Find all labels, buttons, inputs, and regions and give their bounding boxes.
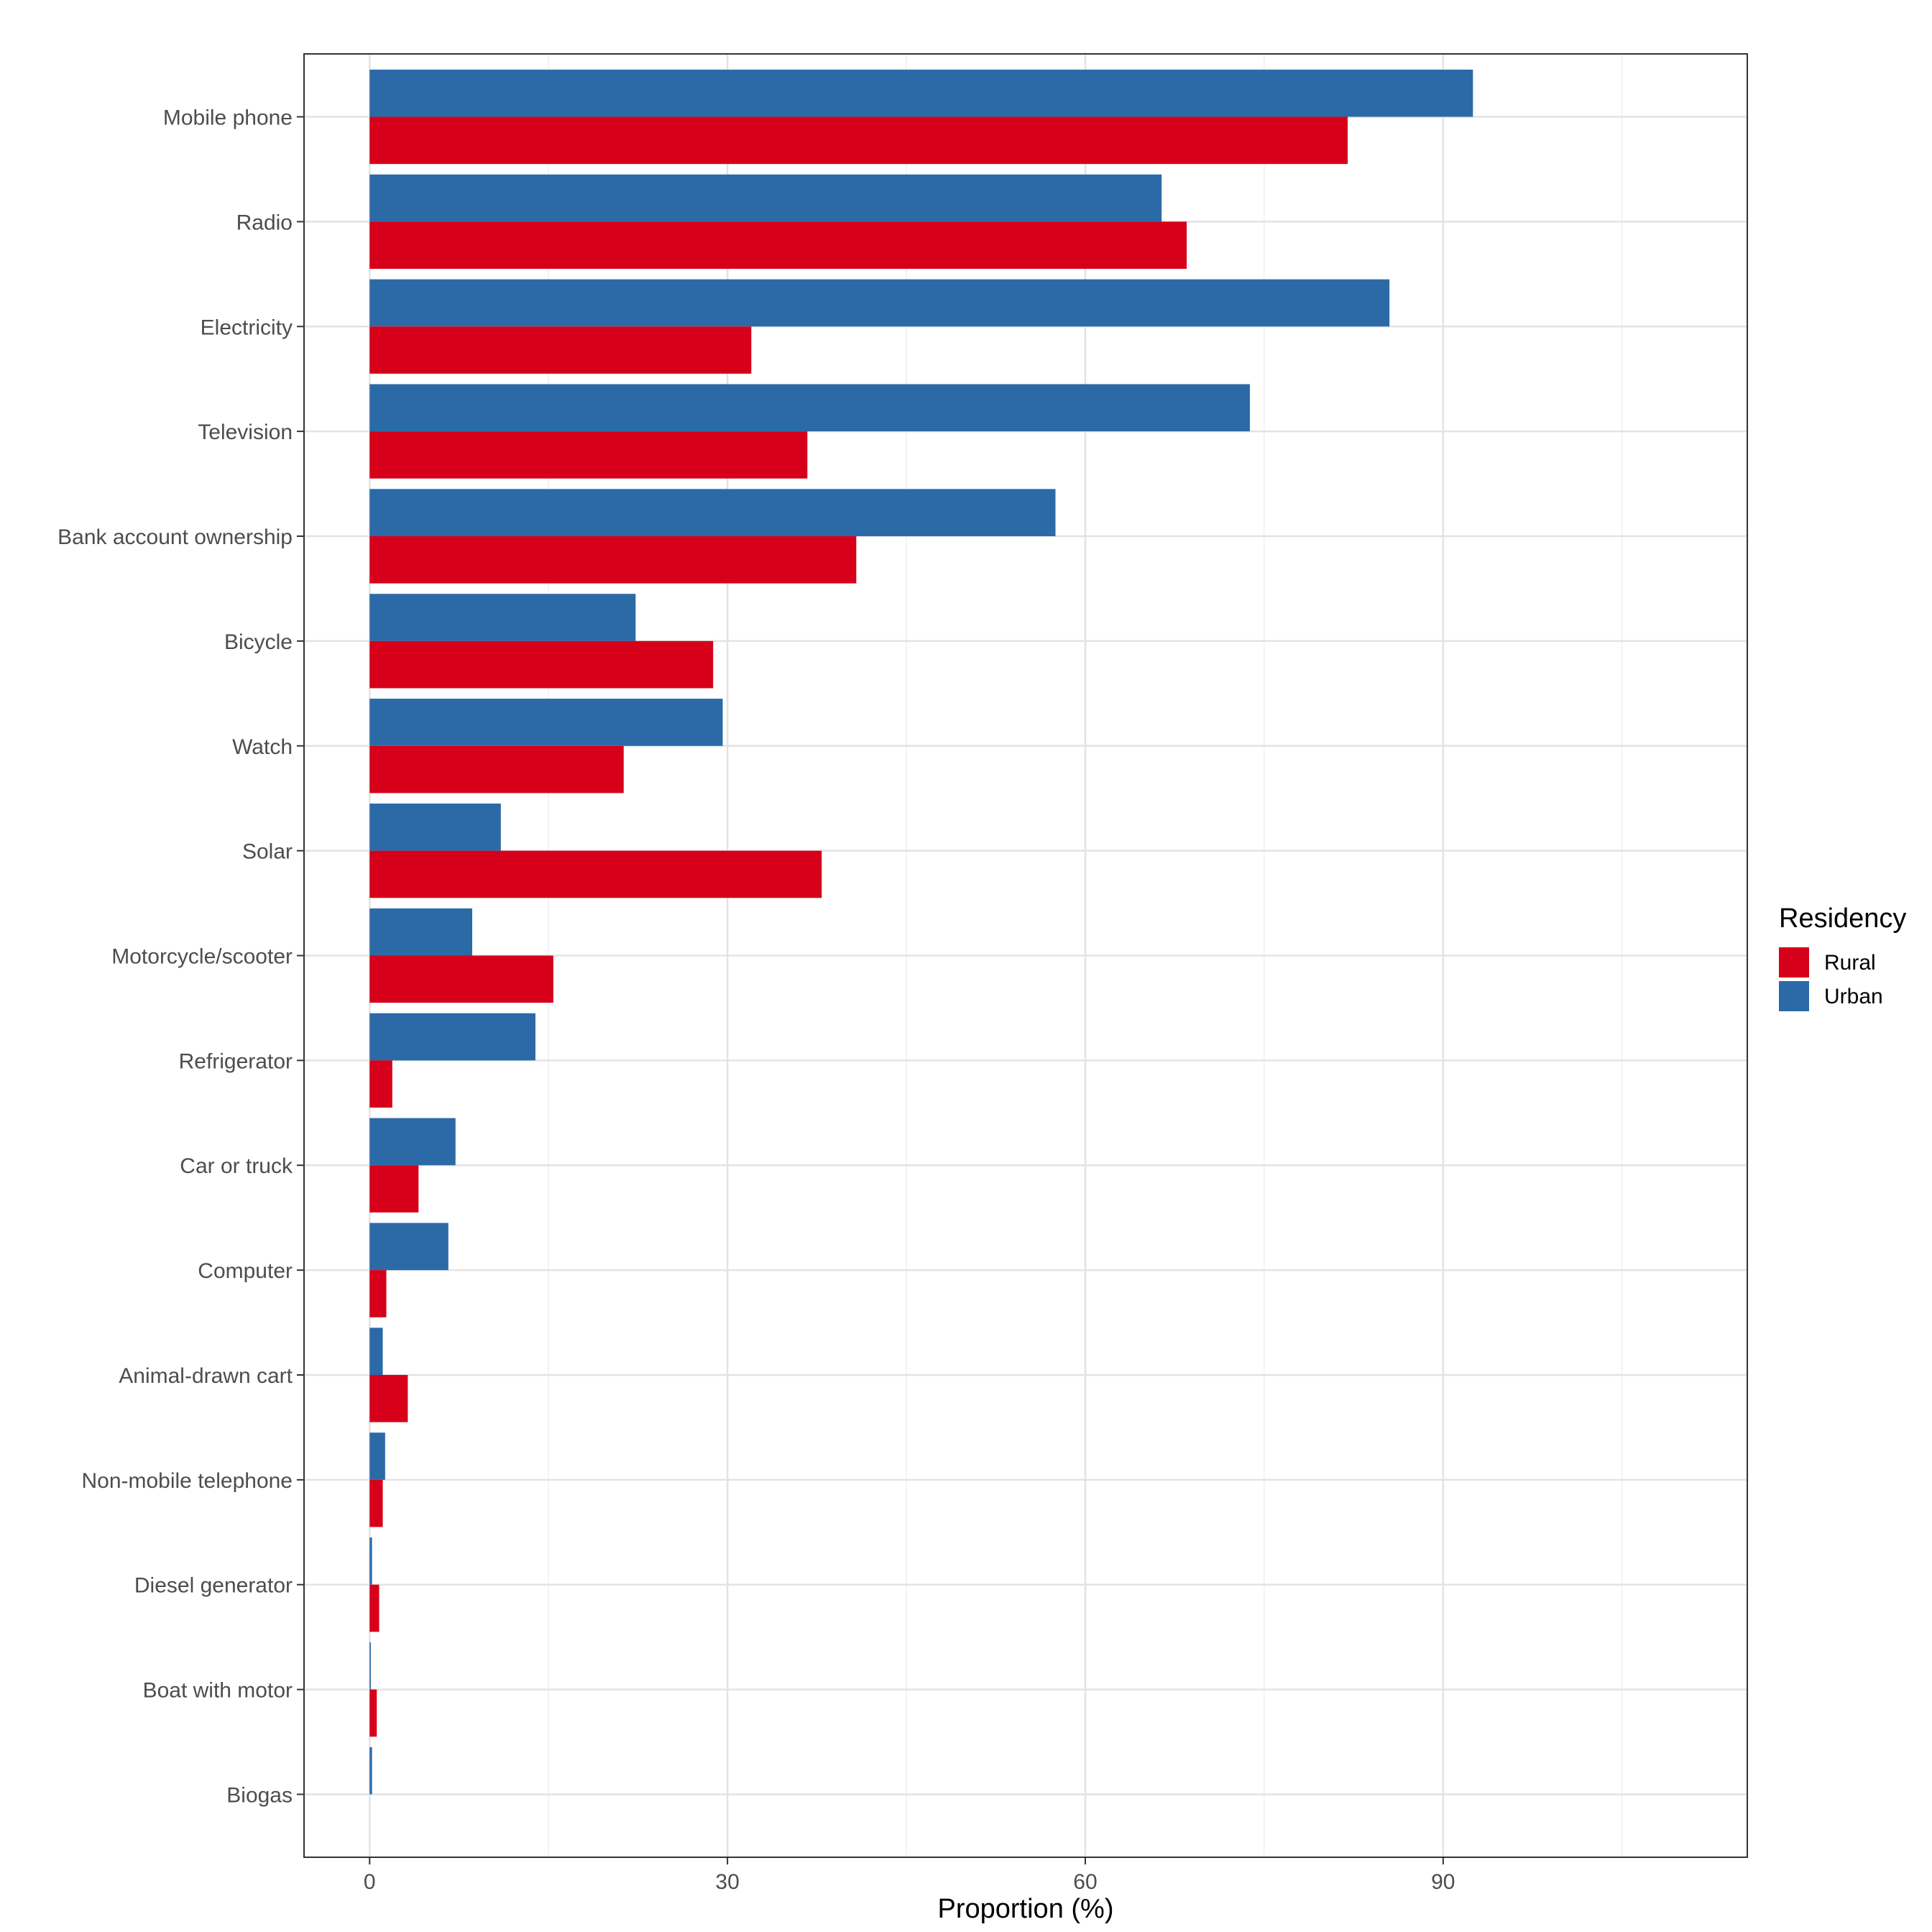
bar-urban xyxy=(369,1537,372,1585)
bar-rural xyxy=(369,1374,408,1422)
bar-urban xyxy=(369,1642,371,1690)
bar-urban xyxy=(369,594,636,641)
bar-rural xyxy=(369,1479,383,1527)
bar-urban xyxy=(369,384,1250,432)
y-tick-label: Refrigerator xyxy=(179,1049,293,1073)
bar-urban xyxy=(369,174,1162,222)
y-tick-label: Solar xyxy=(242,840,293,864)
bar-rural xyxy=(369,640,714,689)
bar-urban xyxy=(369,1118,456,1166)
bar-rural xyxy=(369,536,857,584)
bar-urban xyxy=(369,699,723,746)
bar-urban xyxy=(369,1328,383,1375)
x-tick-label: 30 xyxy=(715,1870,739,1894)
bar-urban xyxy=(369,1223,448,1271)
bar-rural xyxy=(369,116,1348,165)
y-tick-label: Motorcycle/scooter xyxy=(111,945,293,969)
bar-urban xyxy=(369,1747,372,1795)
x-tick-label: 90 xyxy=(1431,1870,1455,1894)
bar-urban xyxy=(369,1013,535,1061)
bars xyxy=(369,69,1473,1795)
bar-urban xyxy=(369,1432,385,1480)
bar-rural xyxy=(369,1060,392,1108)
bar-rural xyxy=(369,1689,377,1737)
bar-rural xyxy=(369,850,822,898)
bar-urban xyxy=(369,803,501,851)
legend: Residency Rural Urban xyxy=(1779,903,1906,1011)
bar-rural xyxy=(369,431,808,479)
axes: Mobile phone Radio Electricity Television Ba… xyxy=(58,106,1455,1894)
x-axis-title: Proportion (%) xyxy=(938,1894,1114,1924)
y-tick-label: Radio xyxy=(236,211,293,234)
bar-rural xyxy=(369,326,752,374)
x-tick-label: 0 xyxy=(364,1870,376,1894)
bar-urban xyxy=(369,908,472,956)
y-tick-label: Car or truck xyxy=(180,1154,293,1178)
y-tick-label: Computer xyxy=(198,1259,293,1283)
y-tick-label: Bicycle xyxy=(224,630,293,654)
bar-rural xyxy=(369,745,624,794)
y-tick-label: Watch xyxy=(232,735,293,759)
y-tick-label: Boat with motor xyxy=(143,1679,293,1703)
y-tick-label: Diesel generator xyxy=(134,1574,293,1598)
y-tick-label: Television xyxy=(198,420,293,444)
y-tick-label: Bank account ownership xyxy=(58,525,293,549)
legend-title: Residency xyxy=(1779,903,1906,934)
y-tick-label: Non-mobile telephone xyxy=(81,1469,293,1493)
bar-urban xyxy=(369,69,1473,117)
legend-key-rural xyxy=(1779,947,1809,978)
legend-key-urban xyxy=(1779,981,1809,1011)
x-tick-label: 60 xyxy=(1073,1870,1097,1894)
bar-urban xyxy=(369,279,1390,327)
legend-label-urban: Urban xyxy=(1824,985,1883,1008)
bar-rural xyxy=(369,1270,387,1317)
legend-label-rural: Rural xyxy=(1824,951,1876,975)
y-tick-label: Mobile phone xyxy=(163,106,293,130)
y-tick-label: Electricity xyxy=(201,316,293,339)
y-tick-label: Animal-drawn cart xyxy=(119,1364,293,1388)
legend-items: Rural Urban xyxy=(1779,947,1883,1011)
bar-rural xyxy=(369,1584,380,1632)
bar-rural xyxy=(369,955,553,1003)
y-tick-label: Biogas xyxy=(226,1783,293,1807)
bar-urban xyxy=(369,489,1056,537)
bar-rural xyxy=(369,1165,419,1213)
bar-rural xyxy=(369,221,1187,270)
